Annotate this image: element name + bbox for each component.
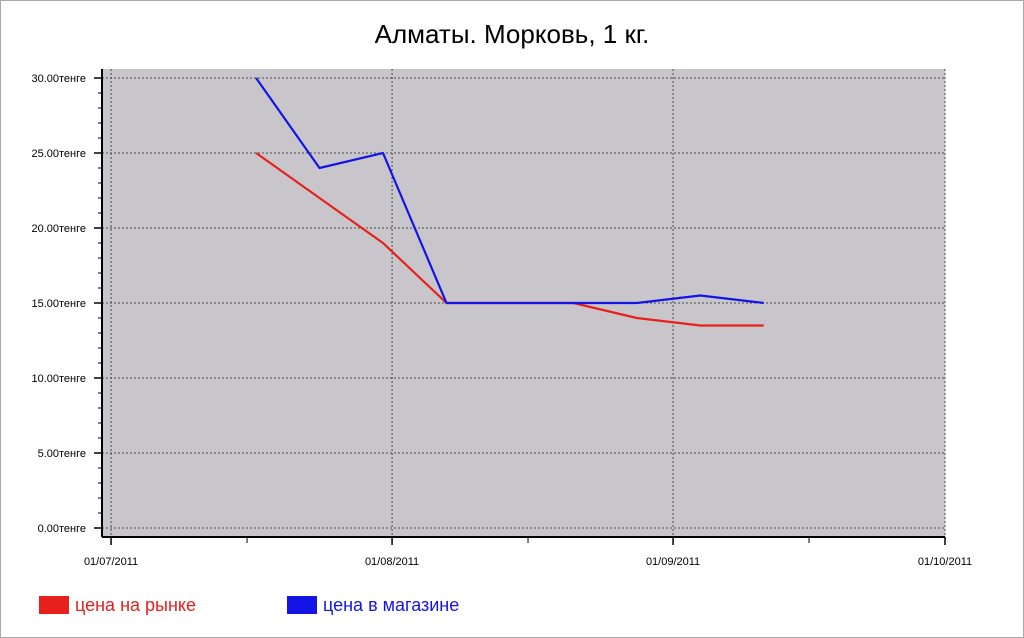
legend-label-store: цена в магазине xyxy=(323,594,460,615)
y-tick-label: 30.00тенге xyxy=(31,73,86,85)
x-tick-label: 01/10/2011 xyxy=(918,556,972,568)
legend-swatch-market xyxy=(39,596,69,614)
tick-labels: 0.00тенге 5.00тенге 10.00тенге 15.00тенге 20… xyxy=(31,73,972,568)
chart-title: Алматы. Морковь, 1 кг. xyxy=(374,19,650,49)
axes xyxy=(94,69,946,545)
legend-label-market: цена на рынке xyxy=(75,594,196,615)
y-tick-label: 5.00тенге xyxy=(38,448,86,460)
series-lines xyxy=(255,77,764,327)
x-tick-label: 01/08/2011 xyxy=(365,556,419,568)
x-tick-label: 01/09/2011 xyxy=(646,556,700,568)
legend-item-store: цена в магазине xyxy=(287,593,459,617)
y-tick-label: 15.00тенге xyxy=(31,298,86,310)
y-tick-label: 0.00тенге xyxy=(38,523,86,535)
y-tick-label: 25.00тенге xyxy=(31,148,86,160)
legend-item-market: цена на рынке xyxy=(39,593,196,617)
y-tick-label: 10.00тенге xyxy=(31,373,86,385)
y-tick-label: 20.00тенге xyxy=(31,223,86,235)
legend-swatch-store xyxy=(287,596,317,614)
series-line-store xyxy=(255,77,764,305)
x-tick-label: 01/07/2011 xyxy=(84,556,138,568)
